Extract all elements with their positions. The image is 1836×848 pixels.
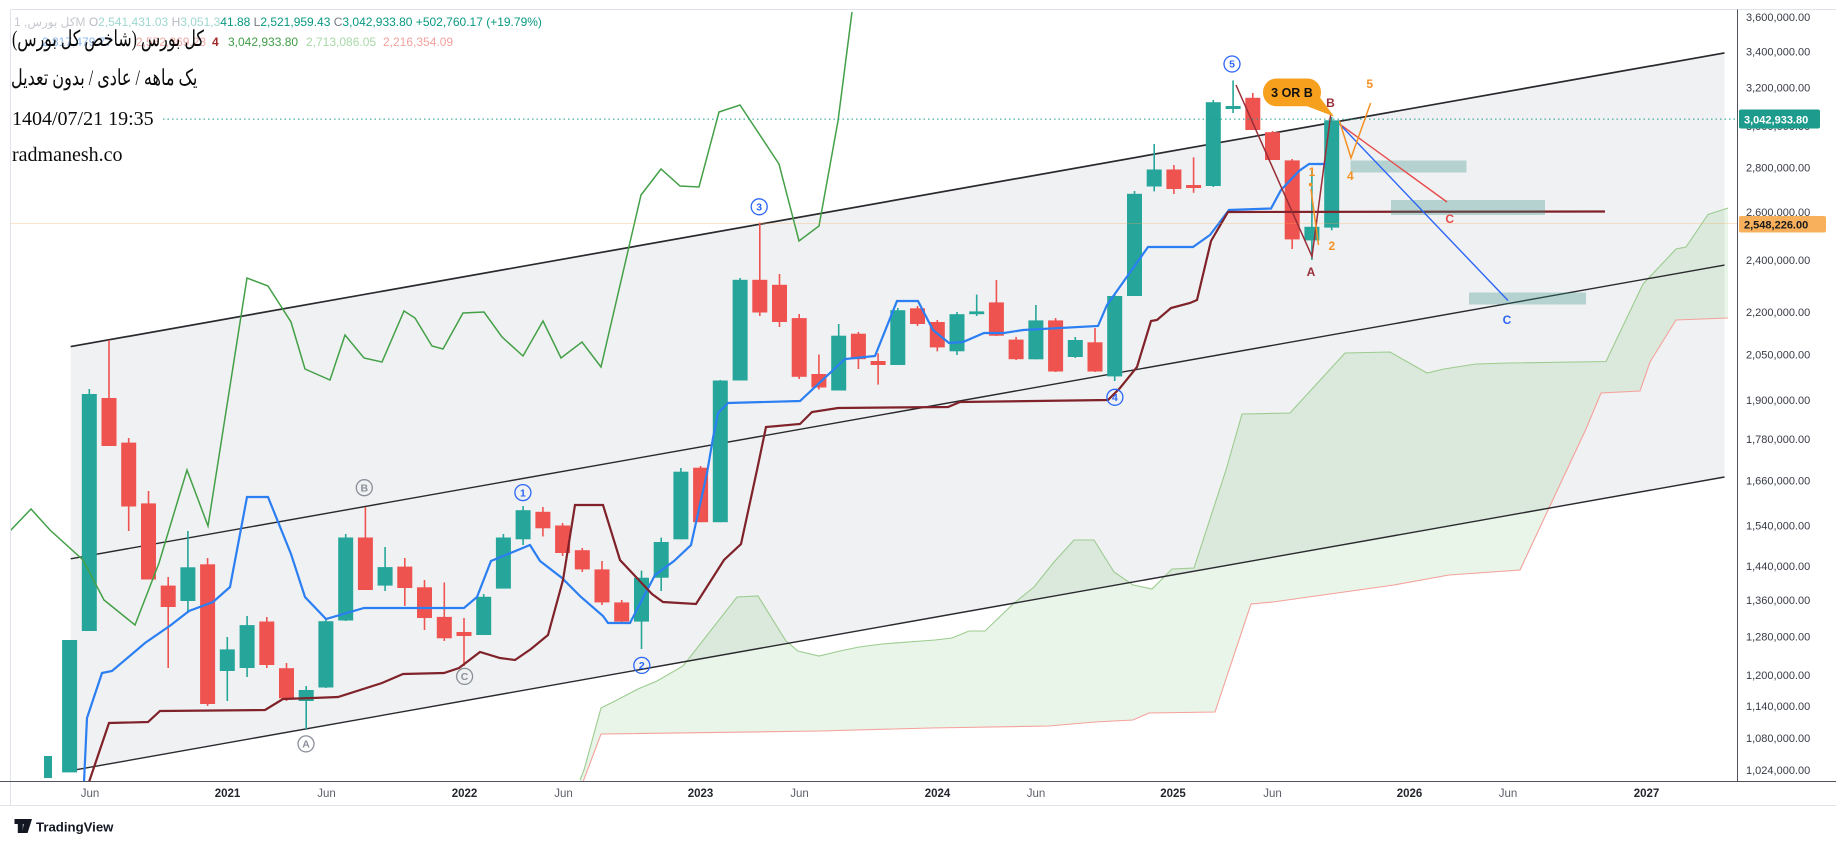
svg-text:1,360,000.00: 1,360,000.00 — [1746, 595, 1810, 607]
svg-text:2,400,000.00: 2,400,000.00 — [1746, 255, 1810, 267]
svg-text:2026: 2026 — [1397, 788, 1423, 800]
svg-text:2,600,000.00: 2,600,000.00 — [1746, 207, 1810, 219]
svg-text:2021: 2021 — [215, 788, 241, 800]
svg-text:C: C — [1503, 313, 1512, 327]
svg-text:1,200,000.00: 1,200,000.00 — [1746, 670, 1810, 682]
svg-text:2,200,000.00: 2,200,000.00 — [1746, 307, 1810, 319]
svg-text:C: C — [1445, 212, 1454, 226]
svg-text:3,400,000.00: 3,400,000.00 — [1746, 46, 1810, 58]
svg-text:2,800,000.00: 2,800,000.00 — [1746, 163, 1810, 175]
svg-text:1: 1 — [1309, 165, 1316, 179]
svg-text:1,540,000.00: 1,540,000.00 — [1746, 521, 1810, 533]
svg-text:1,080,000.00: 1,080,000.00 — [1746, 733, 1810, 745]
svg-text:5: 5 — [1366, 77, 1373, 91]
svg-text:A: A — [302, 739, 310, 751]
svg-text:2,548,226.00: 2,548,226.00 — [1744, 220, 1808, 232]
svg-text:B: B — [1326, 96, 1335, 110]
svg-text:Jun: Jun — [317, 788, 336, 800]
svg-text:2027: 2027 — [1634, 788, 1660, 800]
svg-text:1,024,000.00: 1,024,000.00 — [1746, 765, 1810, 777]
svg-text:Jun: Jun — [554, 788, 573, 800]
svg-text:3,042,933.80: 3,042,933.80 — [1744, 115, 1808, 127]
svg-text:1,440,000.00: 1,440,000.00 — [1746, 561, 1810, 573]
svg-text:3: 3 — [756, 202, 762, 214]
svg-text:Jun: Jun — [1263, 788, 1282, 800]
svg-text:2: 2 — [639, 660, 645, 672]
svg-text:3,600,000.00: 3,600,000.00 — [1746, 12, 1810, 24]
svg-text:Jun: Jun — [1499, 788, 1518, 800]
svg-text:1,660,000.00: 1,660,000.00 — [1746, 476, 1810, 488]
svg-text:1: 1 — [520, 487, 526, 499]
svg-text:5: 5 — [1229, 59, 1235, 71]
svg-text:C: C — [461, 671, 469, 683]
svg-text:A: A — [1307, 265, 1316, 279]
svg-text:2025: 2025 — [1160, 788, 1186, 800]
svg-text:Jun: Jun — [1027, 788, 1046, 800]
svg-text:1,900,000.00: 1,900,000.00 — [1746, 395, 1810, 407]
svg-text:4: 4 — [1347, 169, 1354, 183]
svg-text:3 OR B: 3 OR B — [1271, 86, 1313, 100]
svg-text:1,140,000.00: 1,140,000.00 — [1746, 701, 1810, 713]
svg-text:Jun: Jun — [790, 788, 809, 800]
svg-text:1,780,000.00: 1,780,000.00 — [1746, 434, 1810, 446]
svg-text:3,200,000.00: 3,200,000.00 — [1746, 83, 1810, 95]
svg-text:Jun: Jun — [81, 788, 100, 800]
svg-text:2,050,000.00: 2,050,000.00 — [1746, 349, 1810, 361]
svg-text:2: 2 — [1328, 239, 1335, 253]
svg-text:2023: 2023 — [688, 788, 714, 800]
svg-text:4: 4 — [1112, 392, 1118, 404]
svg-text:B: B — [361, 482, 369, 494]
svg-text:TradingView: TradingView — [36, 820, 114, 835]
svg-text:1,280,000.00: 1,280,000.00 — [1746, 631, 1810, 643]
svg-text:2022: 2022 — [452, 788, 478, 800]
svg-text:2024: 2024 — [925, 788, 951, 800]
